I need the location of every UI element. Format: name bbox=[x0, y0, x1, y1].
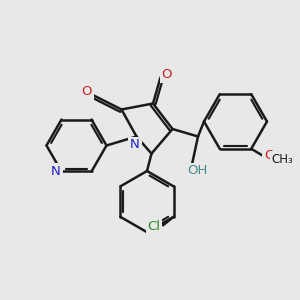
Text: Cl: Cl bbox=[148, 220, 160, 233]
Text: N: N bbox=[130, 138, 140, 152]
Text: O: O bbox=[264, 149, 274, 162]
Text: O: O bbox=[161, 68, 172, 81]
Text: N: N bbox=[51, 165, 61, 178]
Text: OH: OH bbox=[187, 164, 208, 178]
Text: CH₃: CH₃ bbox=[272, 153, 293, 166]
Text: O: O bbox=[82, 85, 92, 98]
